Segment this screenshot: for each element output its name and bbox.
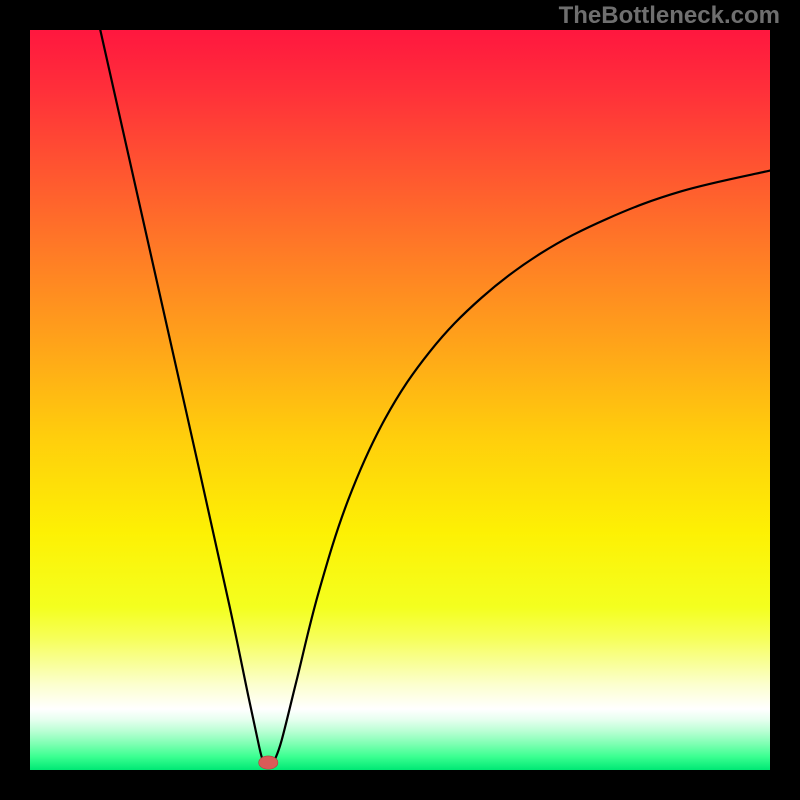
plot-svg — [0, 0, 800, 800]
stage: TheBottleneck.com — [0, 0, 800, 800]
plot-background — [30, 30, 770, 770]
minimum-marker — [259, 756, 278, 769]
watermark-text: TheBottleneck.com — [559, 2, 780, 30]
